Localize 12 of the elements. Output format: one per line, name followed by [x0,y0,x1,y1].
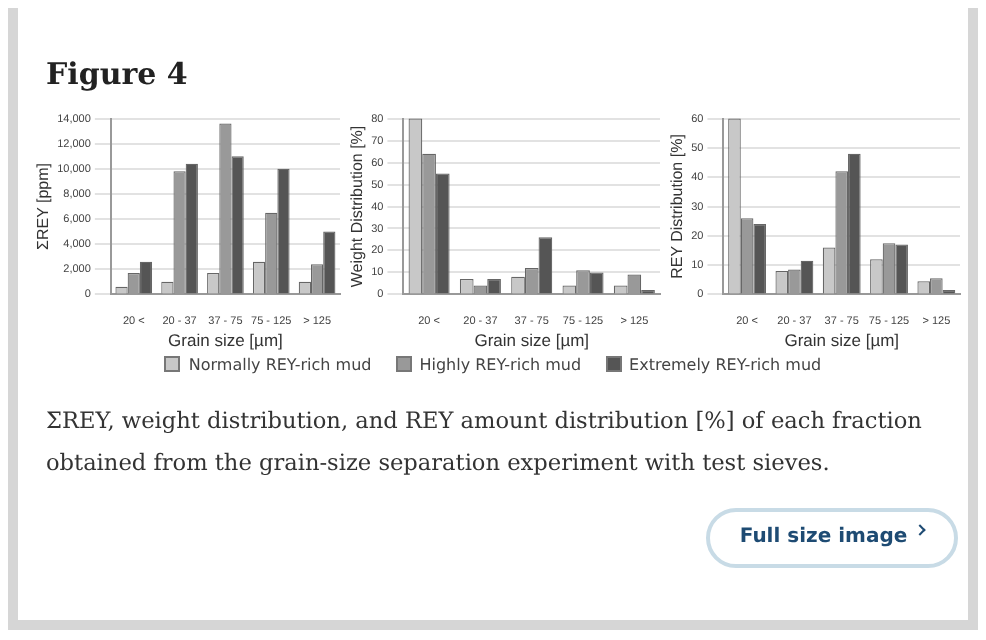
legend-label: Highly REY-rich mud [417,356,582,374]
text: ΣREY, weight distribution, and REY amount distribution [%] of each fraction obtained from the grain-size separation experiment with test sieves. [46,406,924,480]
legend-label: Extremely REY-rich mud [627,356,822,374]
legend-label: Normally REY-rich mud [186,356,372,374]
y-axis-title: Weight Distribution [%] [348,125,367,288]
y-axis-title: REY Distribution [%] [668,134,687,279]
x-axis-title: Grain size [µm] [168,330,283,351]
text: Full size image [706,508,958,568]
chart-title: Figure 4 [46,56,188,92]
x-axis-title: Grain size [µm] [474,330,590,351]
y-axis-title: ΣREY [ppm] [34,163,53,250]
x-axis-title: Grain size [µm] [784,330,900,351]
